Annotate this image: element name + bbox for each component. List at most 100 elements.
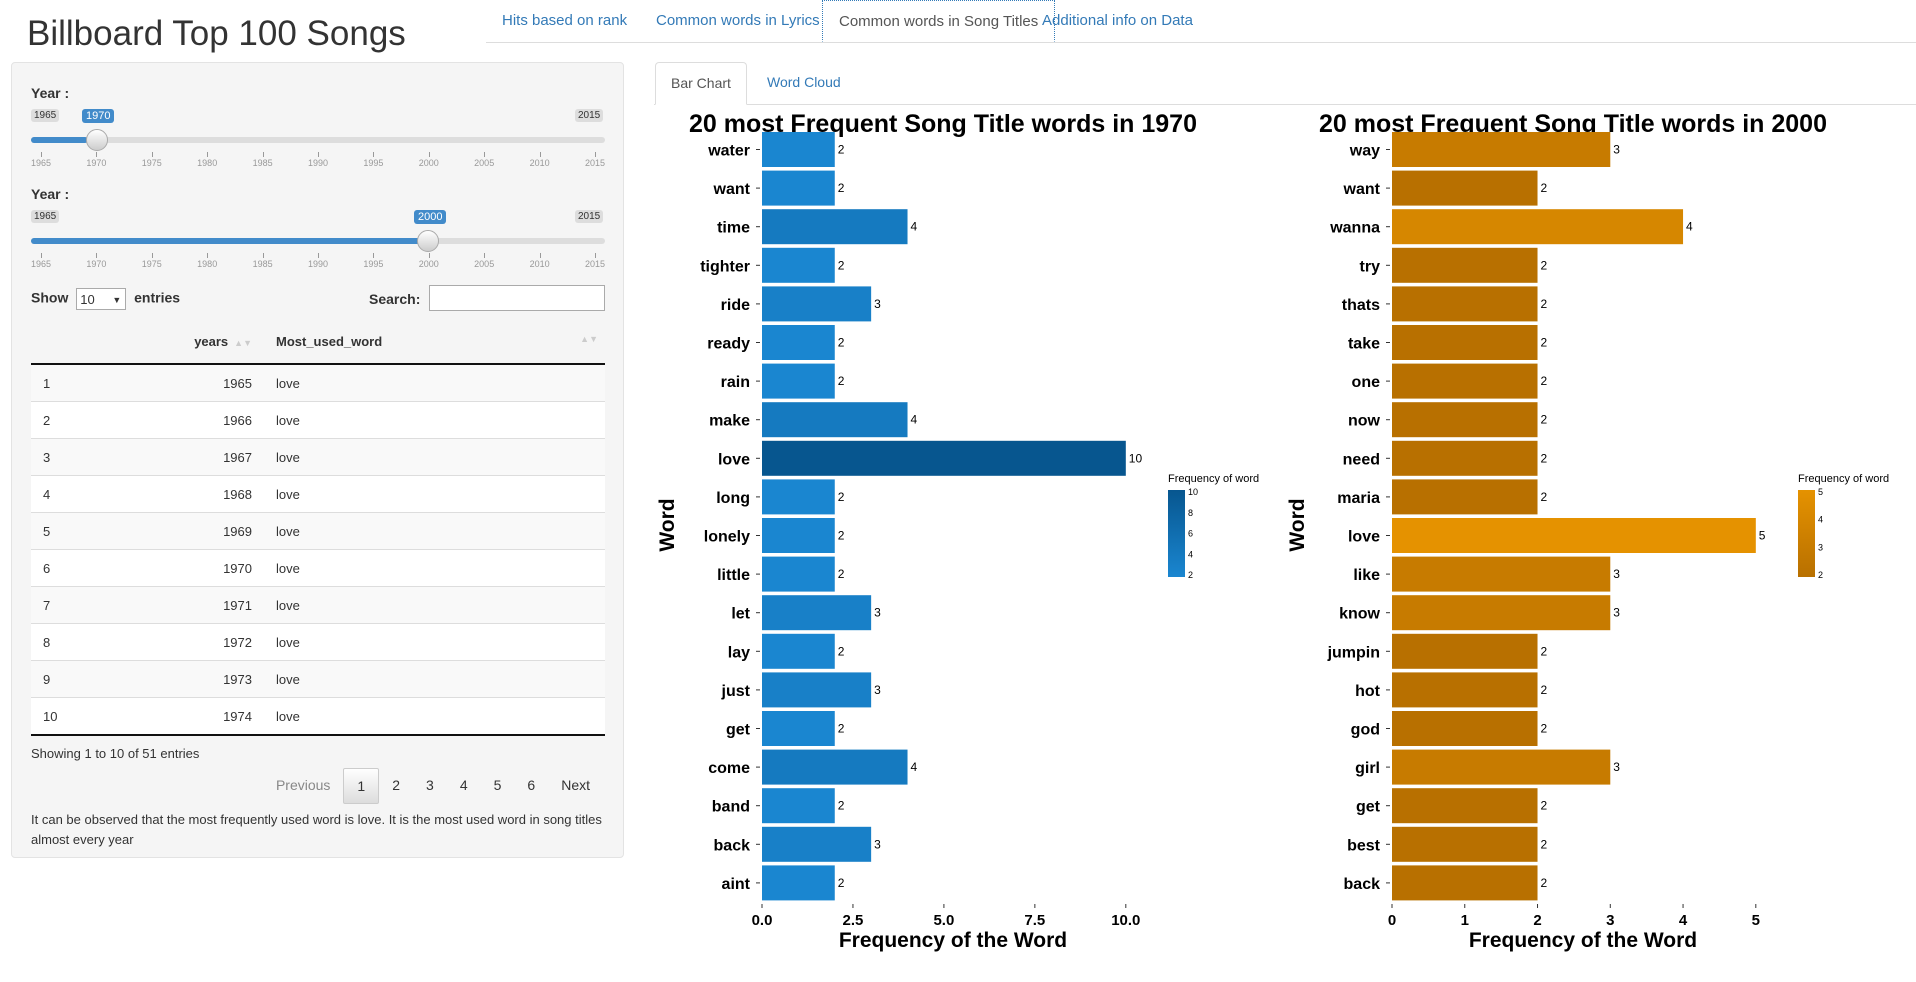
bar: [762, 518, 835, 553]
slider-tick-mark: [373, 152, 375, 157]
slider-tick-label: 2015: [584, 158, 606, 168]
bar: [762, 363, 835, 399]
category-label: take: [1348, 336, 1380, 353]
bar: [762, 749, 908, 785]
app-title: Billboard Top 100 Songs: [27, 14, 406, 53]
slider-tick-mark: [484, 253, 486, 258]
page-6-button[interactable]: 6: [527, 777, 536, 793]
data-label: 2: [838, 490, 845, 504]
category-label: now: [1348, 413, 1381, 430]
slider-tick-label: 1975: [141, 259, 162, 269]
tab-word-cloud[interactable]: Word Cloud: [767, 74, 841, 90]
row-index: 4: [31, 475, 183, 513]
page-5-button[interactable]: 5: [493, 777, 502, 793]
row-word: love: [264, 438, 605, 476]
table-body: 1 1965 love 2 1966 love 3 1967 love 4 1968 love 5 196…: [31, 363, 605, 736]
category-label: one: [1352, 374, 1381, 391]
slider-tick-mark: [262, 152, 264, 157]
year-slider-1-handle[interactable]: [86, 129, 108, 151]
slider-tick-label: 1995: [363, 259, 384, 269]
tab-additional-info[interactable]: Additional info on Data: [1042, 12, 1193, 29]
legend-tick-label: 8: [1188, 508, 1193, 518]
data-label: 2: [838, 644, 845, 658]
year-slider-1-label: Year :: [31, 85, 70, 101]
search-input[interactable]: [429, 285, 605, 311]
bar: [1392, 247, 1538, 283]
year-slider-2-fill: [31, 238, 433, 244]
data-table: years ▲▼ Most_used_word ▲▼ 1 1965 love 2 1966 l…: [31, 319, 605, 736]
tab-common-words-lyrics[interactable]: Common words in Lyrics: [656, 12, 820, 29]
slider-tick-mark: [151, 152, 153, 157]
slider-tick-mark: [318, 152, 319, 157]
previous-page-button[interactable]: Previous: [275, 777, 331, 793]
category-label: aint: [722, 876, 751, 893]
data-label: 2: [1541, 297, 1548, 311]
page-1-button[interactable]: 1: [343, 768, 380, 804]
row-index: 9: [31, 660, 183, 698]
slider-tick-label: 1980: [197, 158, 218, 168]
row-word: love: [264, 512, 605, 550]
year-slider-1-track[interactable]: [31, 137, 605, 143]
category-label: rain: [721, 374, 750, 391]
row-word: love: [264, 660, 605, 698]
data-label: 3: [1613, 143, 1620, 157]
bar: [1392, 402, 1538, 438]
row-word: love: [264, 623, 605, 661]
row-year: 1972: [183, 623, 264, 661]
legend-tick-label: 4: [1818, 515, 1823, 525]
legend-colorbar: [1798, 490, 1815, 577]
row-year: 1966: [183, 401, 264, 439]
bar: [1392, 595, 1611, 631]
tab-hits-based-on-rank[interactable]: Hits based on rank: [502, 12, 628, 29]
legend-tick-label: 3: [1818, 542, 1823, 552]
category-label: want: [713, 181, 751, 198]
slider-tick-mark: [262, 253, 264, 258]
header-most-used-word[interactable]: Most_used_word ▲▼: [264, 319, 605, 365]
table-header-row: years ▲▼ Most_used_word ▲▼: [31, 319, 605, 365]
bar: [762, 556, 835, 592]
row-word: love: [264, 697, 605, 736]
tab-common-words-song-titles[interactable]: Common words in Song Titles: [822, 0, 1056, 42]
page-3-button[interactable]: 3: [426, 777, 434, 793]
pagination: Previous 1 2 3 4 5 6 Next: [263, 768, 603, 804]
row-year: 1973: [183, 660, 264, 698]
y-axis-label: Word: [658, 498, 679, 551]
slider-tick-mark: [318, 253, 319, 258]
category-label: get: [726, 722, 751, 739]
data-label: 3: [1613, 760, 1620, 774]
data-label: 2: [1541, 258, 1548, 272]
bar: [762, 711, 835, 746]
x-tick-label: 5: [1752, 912, 1760, 929]
slider-tick-mark: [41, 152, 42, 157]
row-year: 1968: [183, 475, 264, 513]
slider-tick-mark: [539, 152, 541, 157]
row-word: love: [264, 363, 605, 402]
sort-icon: ▲▼: [234, 337, 252, 348]
header-years[interactable]: years ▲▼: [183, 319, 264, 365]
entries-select[interactable]: 10 ▼: [76, 288, 127, 310]
category-label: ride: [721, 297, 750, 314]
table-row: 2 1966 love: [31, 401, 605, 439]
data-label: 10: [1129, 451, 1143, 465]
year-slider-2-handle[interactable]: [417, 230, 439, 252]
slider-1-min-label: 1965: [31, 109, 60, 122]
category-label: know: [1339, 606, 1380, 623]
table-info: Showing 1 to 10 of 51 entries: [31, 746, 200, 761]
slider-tick-label: 1970: [86, 158, 107, 168]
category-label: maria: [1337, 490, 1380, 507]
data-label: 2: [1541, 374, 1548, 388]
entries-select-value: 10: [80, 292, 95, 307]
next-page-button[interactable]: Next: [561, 777, 590, 793]
bar: [1392, 440, 1538, 476]
slider-tick-label: 2005: [474, 259, 495, 269]
header-most-used-word-label: Most_used_word: [276, 333, 383, 349]
category-label: girl: [1355, 760, 1380, 777]
slider-tick-mark: [595, 253, 596, 258]
page-2-button[interactable]: 2: [392, 777, 401, 793]
bar: [762, 325, 835, 360]
page-4-button[interactable]: 4: [459, 777, 468, 793]
data-label: 2: [838, 799, 845, 813]
tab-bar-chart[interactable]: Bar Chart: [655, 62, 747, 105]
data-label: 2: [1541, 181, 1548, 195]
show-label: Show: [31, 289, 69, 306]
